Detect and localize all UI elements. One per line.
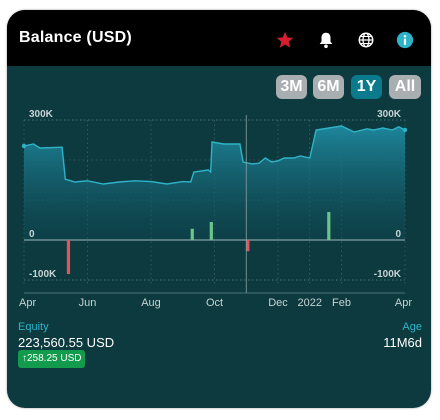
globe-icon[interactable] [357,31,375,49]
balance-card: Balance (USD) 3M 6M 1Y All 300K 300K 0 0 -10… [7,10,431,408]
balance-chart[interactable]: 300K 300K 0 0 -100K -100K Apr Jun Aug Oct Dec 2022 F… [7,105,431,320]
arrow-up-icon: ↑ [22,353,27,364]
equity-label: Equity [18,321,49,333]
x-tick-label: Jun [79,297,97,309]
x-tick-label: Apr [395,297,412,309]
bar-negative [66,240,71,274]
change-value: 258.25 USD [27,353,82,364]
y-tick-label-right: 0 [395,229,401,240]
age-value: 11M6d [383,335,422,350]
balance-area [24,126,405,240]
bar-positive [327,212,331,240]
card-header: Balance (USD) [7,10,431,66]
bell-icon[interactable] [317,31,335,49]
y-tick-label-left: 0 [29,229,35,240]
y-tick-label-left: 300K [29,109,54,120]
range-6m-button[interactable]: 6M [313,75,344,99]
x-tick-label: 2022 [298,297,322,309]
info-icon[interactable] [396,31,414,49]
x-tick-label: Feb [332,297,351,309]
x-tick-label: Oct [206,297,223,309]
bar-negative [246,240,250,252]
equity-value: 223,560.55 USD [18,335,115,350]
y-tick-label-right: 300K [377,109,402,120]
bar-positive [209,222,213,240]
x-tick-label: Aug [141,297,161,309]
y-tick-label-left: -100K [29,269,57,280]
range-all-button[interactable]: All [389,75,421,99]
range-3m-button[interactable]: 3M [276,75,307,99]
x-tick-label: Apr [19,297,36,309]
change-badge: ↑258.25 USD [18,350,86,368]
star-icon[interactable] [276,31,294,49]
card-title: Balance (USD) [19,29,132,46]
age-label: Age [402,321,422,333]
y-tick-label-right: -100K [374,269,402,280]
x-tick-label: Dec [268,297,288,309]
bar-positive [190,228,194,240]
endpoint-dot [21,143,27,149]
balance-line [23,125,406,185]
range-1y-button[interactable]: 1Y [351,75,382,99]
endpoint-dot [402,127,408,133]
